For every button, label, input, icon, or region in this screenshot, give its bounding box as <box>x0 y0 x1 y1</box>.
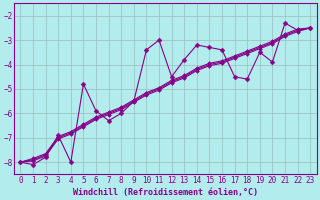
X-axis label: Windchill (Refroidissement éolien,°C): Windchill (Refroidissement éolien,°C) <box>73 188 258 197</box>
